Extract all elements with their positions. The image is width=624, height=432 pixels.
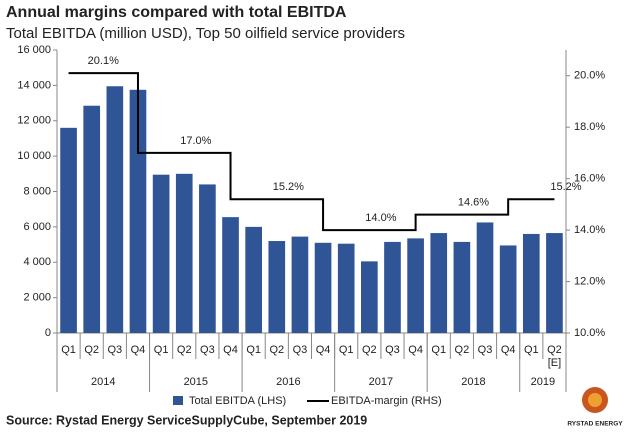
x-tick-label: Q3 <box>200 344 215 356</box>
y-tick-label: 6 000 <box>23 221 51 233</box>
bar <box>106 86 124 334</box>
bar <box>268 241 286 333</box>
x-tick-label: Q2 <box>177 344 192 356</box>
bar <box>129 89 147 333</box>
x-tick-label: Q3 <box>107 344 122 356</box>
x-tick-label: Q1 <box>524 344 539 356</box>
y-tick-label: 14 000 <box>17 79 51 91</box>
bar <box>314 242 332 333</box>
source-note: Source: Rystad Energy ServiceSupplyCube,… <box>6 413 367 427</box>
x-tick-label: Q3 <box>478 344 493 356</box>
value-label: 17.0% <box>180 135 211 147</box>
y-tick-label: 0 <box>45 327 51 339</box>
x-tick-label: Q1 <box>61 344 76 356</box>
value-label: 14.6% <box>458 197 489 209</box>
bar <box>60 127 77 333</box>
y2-tick-label: 14.0% <box>574 224 605 236</box>
logo: RYSTAD ENERGY <box>567 387 623 428</box>
bar <box>199 184 216 333</box>
bar <box>430 233 448 333</box>
legend-label: Total EBITDA (LHS) <box>189 395 286 407</box>
x-tick-label: Q2 <box>362 344 377 356</box>
x-tick-label: Q1 <box>154 344 169 356</box>
x-tick-label: Q1 <box>431 344 446 356</box>
logo-text: RYSTAD ENERGY <box>567 421 623 428</box>
bar <box>499 245 517 333</box>
legend-swatch <box>173 396 183 405</box>
year-label: 2015 <box>184 376 208 388</box>
margin-line <box>68 72 555 232</box>
chart-title: Annual margins compared with total EBITD… <box>6 4 347 21</box>
bar <box>453 241 471 333</box>
bar <box>522 233 540 333</box>
value-label: 15.2% <box>550 181 581 193</box>
bar <box>384 241 401 333</box>
value-label: 14.0% <box>365 212 396 224</box>
value-label: 15.2% <box>273 181 304 193</box>
logo-mark <box>588 393 602 407</box>
x-tick-label: Q4 <box>223 344 238 356</box>
y-tick-label: 4 000 <box>23 256 51 268</box>
bar <box>83 105 101 333</box>
x-tick-label: Q4 <box>501 344 516 356</box>
x-tick-label: Q2 <box>269 344 284 356</box>
value-label: 20.1% <box>88 55 119 67</box>
x-tick-label: Q1 <box>339 344 354 356</box>
x-tick-label: Q1 <box>246 344 261 356</box>
y2-tick-label: 16.0% <box>574 173 605 185</box>
x-tick-label: Q2 <box>455 344 470 356</box>
bar <box>291 236 309 333</box>
y2-tick-label: 10.0% <box>574 327 605 339</box>
y2-tick-label: 18.0% <box>574 121 605 133</box>
bar <box>476 222 494 333</box>
bar <box>407 238 424 333</box>
x-tick-label: Q3 <box>385 344 400 356</box>
x-tick-label: Q4 <box>131 344 146 356</box>
y2-tick-label: 12.0% <box>574 275 605 287</box>
year-label: 2016 <box>276 376 300 388</box>
y-tick-label: 16 000 <box>17 44 51 56</box>
bar <box>546 233 563 333</box>
bar <box>152 174 170 333</box>
bar <box>337 243 355 333</box>
bar <box>222 217 239 333</box>
chart-subtitle: Total EBITDA (million USD), Top 50 oilfi… <box>6 25 405 42</box>
x-tick-label: Q3 <box>293 344 308 356</box>
y-tick-label: 12 000 <box>17 115 51 127</box>
x-tick-label: Q4 <box>408 344 423 356</box>
y-tick-label: 10 000 <box>17 150 51 162</box>
y-tick-label: 2 000 <box>23 292 51 304</box>
y2-tick-label: 20.0% <box>574 70 605 82</box>
legend-label: EBITDA-margin (RHS) <box>331 395 442 407</box>
year-label: 2018 <box>461 376 485 388</box>
y-tick-label: 8 000 <box>23 185 51 197</box>
bar <box>175 173 193 333</box>
x-tick-label: Q2 [E] <box>547 344 562 369</box>
year-label: 2017 <box>369 376 393 388</box>
bar <box>361 261 378 333</box>
bar <box>245 226 262 333</box>
year-label: 2019 <box>531 376 555 388</box>
x-tick-label: Q4 <box>316 344 331 356</box>
x-tick-label: Q2 <box>84 344 99 356</box>
year-label: 2014 <box>91 376 115 388</box>
